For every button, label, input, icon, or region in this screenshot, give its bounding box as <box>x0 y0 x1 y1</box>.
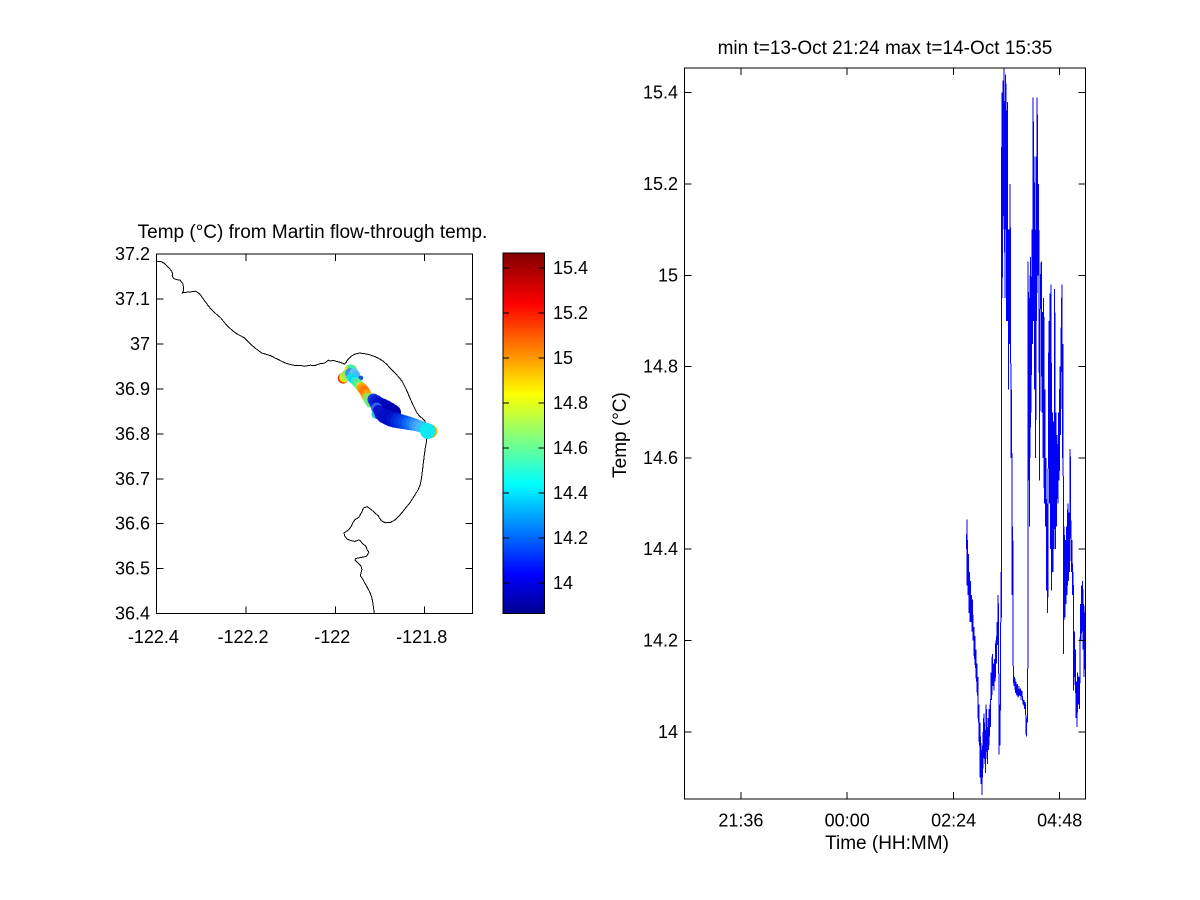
svg-text:36.8: 36.8 <box>115 424 150 444</box>
svg-text:36.7: 36.7 <box>115 469 150 489</box>
svg-text:14.4: 14.4 <box>553 483 588 503</box>
svg-text:Temp (°C): Temp (°C) <box>610 392 631 478</box>
svg-text:36.6: 36.6 <box>115 514 150 534</box>
svg-text:37.1: 37.1 <box>115 289 150 309</box>
svg-text:14.6: 14.6 <box>643 448 678 468</box>
svg-text:21:36: 21:36 <box>718 811 763 831</box>
svg-text:Time (HH:MM): Time (HH:MM) <box>825 833 949 854</box>
svg-text:15.4: 15.4 <box>553 258 588 278</box>
svg-text:15: 15 <box>553 348 573 368</box>
svg-text:-121.8: -121.8 <box>396 627 447 647</box>
svg-text:15: 15 <box>658 265 678 285</box>
svg-text:14.4: 14.4 <box>643 539 678 559</box>
svg-text:14.6: 14.6 <box>553 438 588 458</box>
svg-text:37: 37 <box>130 334 150 354</box>
svg-text:14: 14 <box>658 722 678 742</box>
svg-text:-122: -122 <box>314 627 350 647</box>
svg-text:14.2: 14.2 <box>643 631 678 651</box>
svg-text:15.2: 15.2 <box>553 303 588 323</box>
svg-text:15.2: 15.2 <box>643 174 678 194</box>
svg-text:14.8: 14.8 <box>643 357 678 377</box>
svg-text:14.2: 14.2 <box>553 528 588 548</box>
svg-text:14: 14 <box>553 573 573 593</box>
svg-text:00:00: 00:00 <box>825 811 870 831</box>
svg-text:15.4: 15.4 <box>643 83 678 103</box>
svg-text:36.9: 36.9 <box>115 379 150 399</box>
svg-text:Temp (°C) from Martin flow-thr: Temp (°C) from Martin flow-through temp. <box>138 222 488 243</box>
svg-text:36.5: 36.5 <box>115 559 150 579</box>
svg-text:37.2: 37.2 <box>115 244 150 264</box>
svg-text:04:48: 04:48 <box>1037 811 1082 831</box>
svg-text:02:24: 02:24 <box>931 811 976 831</box>
svg-text:min t=13-Oct 21:24 max t=14-Oc: min t=13-Oct 21:24 max t=14-Oct 15:35 <box>718 38 1053 59</box>
svg-text:14.8: 14.8 <box>553 393 588 413</box>
svg-text:-122.2: -122.2 <box>217 627 268 647</box>
svg-text:-122.4: -122.4 <box>128 627 179 647</box>
svg-text:36.4: 36.4 <box>115 604 150 624</box>
